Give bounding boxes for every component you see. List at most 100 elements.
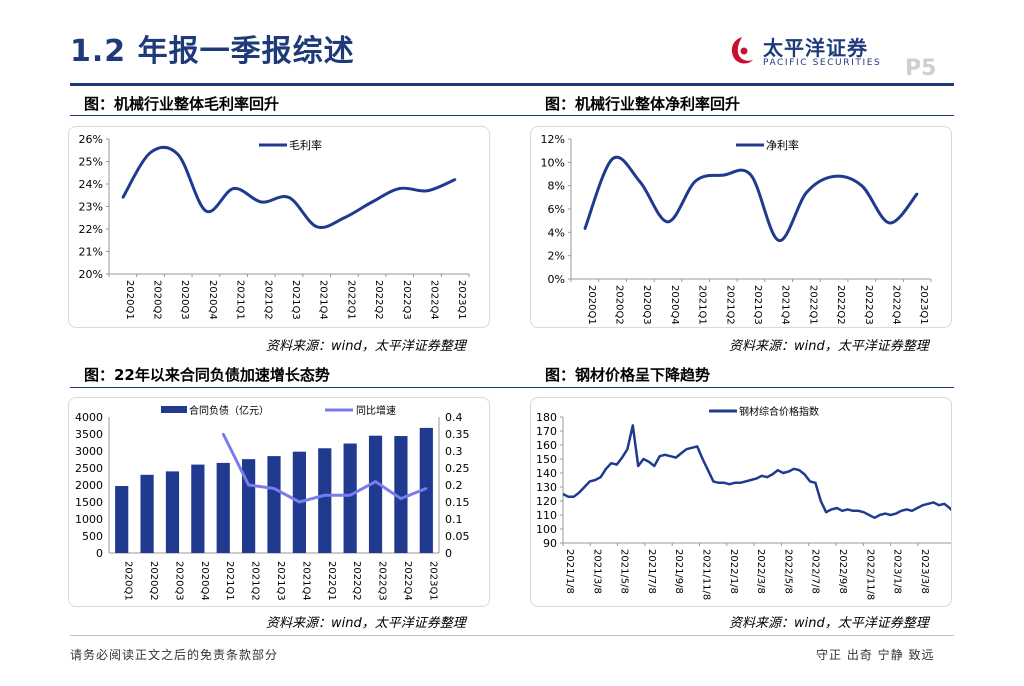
data-point xyxy=(272,487,276,490)
y-tick-label: 90 xyxy=(543,537,557,550)
data-point xyxy=(222,432,225,436)
y-tick-label-left: 4000 xyxy=(75,411,103,424)
x-tick-label: 2022/5/8 xyxy=(782,549,793,594)
x-tick-label: 2022/3/8 xyxy=(755,549,766,594)
figure-1-source: 资料来源：wind，太平洋证券整理 xyxy=(266,339,466,354)
legend-label-bar: 合同负债（亿元） xyxy=(189,404,269,417)
x-tick-label: 2020Q2 xyxy=(614,285,625,325)
legend-label: 净利率 xyxy=(766,138,799,152)
x-tick-label: 2022/1/8 xyxy=(728,549,739,594)
data-point xyxy=(399,497,403,500)
x-tick-label: 2021Q2 xyxy=(724,285,735,325)
data-point xyxy=(915,192,919,196)
x-tick-label: 2021Q4 xyxy=(780,285,791,325)
series-line xyxy=(121,145,456,229)
x-tick-label: 2022Q2 xyxy=(835,285,846,325)
data-point xyxy=(805,191,808,194)
data-point xyxy=(453,178,457,181)
x-tick-label: 2021/7/8 xyxy=(646,549,657,594)
y-tick-label: 120 xyxy=(536,495,557,508)
footer-motto: 守正 出奇 宁静 致远 xyxy=(816,648,935,662)
footer-disclaimer: 请务必阅读正文之后的免责条款部分 xyxy=(70,648,279,662)
bar xyxy=(419,427,433,553)
data-point xyxy=(315,225,318,228)
x-tick-label: 2023/3/8 xyxy=(919,549,930,594)
data-point xyxy=(888,221,891,225)
x-tick-label: 2020Q3 xyxy=(173,561,184,601)
data-point xyxy=(370,200,374,204)
x-tick-label: 2020Q1 xyxy=(586,285,597,325)
data-point xyxy=(832,175,836,178)
y-tick-label: 21% xyxy=(79,246,103,259)
x-tick-label: 2021Q1 xyxy=(235,280,246,320)
x-tick-label: 2023Q1 xyxy=(427,561,438,601)
data-point xyxy=(425,487,428,490)
net-margin-chart: 0% 2% 4% 6% 8% 10% 12% 2020Q1 2020Q2 2020Q3 2020Q4… xyxy=(541,133,932,325)
data-point xyxy=(639,180,642,184)
data-point xyxy=(177,153,180,156)
data-point xyxy=(204,209,208,213)
x-tick-label: 2022/11/8 xyxy=(864,549,875,600)
x-tick-label: 2021Q3 xyxy=(290,280,301,320)
x-tick-label: 2020Q4 xyxy=(207,280,218,320)
y-tick-label-left: 1000 xyxy=(75,513,103,526)
x-tick-label: 2021/5/8 xyxy=(619,549,630,594)
data-point xyxy=(749,173,753,177)
y-tick-label: 10% xyxy=(541,156,565,169)
legend-label-line: 同比增速 xyxy=(356,404,396,417)
data-point xyxy=(260,200,263,204)
y-tick-label: 180 xyxy=(536,411,557,424)
y-tick-label-right: 0.1 xyxy=(445,513,463,526)
data-point xyxy=(287,196,291,199)
figure-2-source: 资料来源：wind，太平洋证券整理 xyxy=(729,339,929,354)
y-tick-label: 4% xyxy=(548,226,565,239)
x-tick-label: 2021/11/8 xyxy=(701,549,712,600)
y-tick-label: 150 xyxy=(536,453,557,466)
figure-3-title: 图：22年以来合同负债加速增长态势 xyxy=(84,366,330,384)
page-number: P5 xyxy=(905,56,937,81)
x-tick-label: 2021/1/8 xyxy=(564,549,575,594)
data-point xyxy=(860,184,863,187)
x-tick-label: 2022Q3 xyxy=(377,561,388,601)
data-point xyxy=(426,189,429,192)
bar xyxy=(318,448,332,553)
x-tick-label: 2021/3/8 xyxy=(591,549,602,594)
section-divider xyxy=(70,387,954,388)
bar xyxy=(216,462,230,553)
y-tick-label-right: 0.05 xyxy=(445,530,470,543)
x-tick-label: 2020Q2 xyxy=(148,561,159,601)
y-tick-label: 0% xyxy=(548,273,565,286)
data-point xyxy=(722,173,725,177)
y-tick-label: 130 xyxy=(536,481,557,494)
chart-panel-contract-liabilities: 0 500 1000 1500 2000 2500 3000 3500 4000 0 0.05 0.1… xyxy=(68,397,490,607)
x-tick-label: 2020Q2 xyxy=(152,280,163,320)
x-tick-label: 2022Q3 xyxy=(401,280,412,320)
x-tick-label: 2022Q3 xyxy=(863,285,874,325)
y-tick-label-right: 0.3 xyxy=(445,445,463,458)
chart-panel-gross-margin: 20% 21% 22% 23% 24% 25% 26% 2020Q1 2020Q2 2020Q3 2… xyxy=(68,126,490,328)
y-tick-label-left: 500 xyxy=(82,530,103,543)
y-tick-label: 170 xyxy=(536,425,557,438)
chart-panel-net-margin: 0% 2% 4% 6% 8% 10% 12% 2020Q1 2020Q2 2020Q3 2020Q4… xyxy=(530,126,952,328)
data-point xyxy=(777,239,780,242)
bar xyxy=(191,464,205,553)
x-tick-label: 2021Q4 xyxy=(318,280,329,320)
data-point xyxy=(374,480,377,483)
y-tick-label: 100 xyxy=(536,523,557,536)
x-tick-label: 2022Q2 xyxy=(373,280,384,320)
data-point xyxy=(348,494,352,497)
y-tick-label: 12% xyxy=(541,133,565,146)
y-tick-label-left: 2500 xyxy=(75,462,103,475)
y-tick-label: 20% xyxy=(79,268,103,281)
bar xyxy=(140,474,154,553)
figure-1-title: 图：机械行业整体毛利率回升 xyxy=(84,95,280,113)
data-point xyxy=(149,151,152,154)
y-tick-label: 26% xyxy=(79,133,103,146)
y-tick-label: 160 xyxy=(536,439,557,452)
x-tick-label: 2022/7/8 xyxy=(810,549,821,594)
y-tick-label-right: 0.25 xyxy=(445,462,470,475)
data-point xyxy=(343,216,346,219)
x-tick-label: 2021/9/8 xyxy=(673,549,684,594)
x-tick-label: 2020Q4 xyxy=(669,285,680,325)
